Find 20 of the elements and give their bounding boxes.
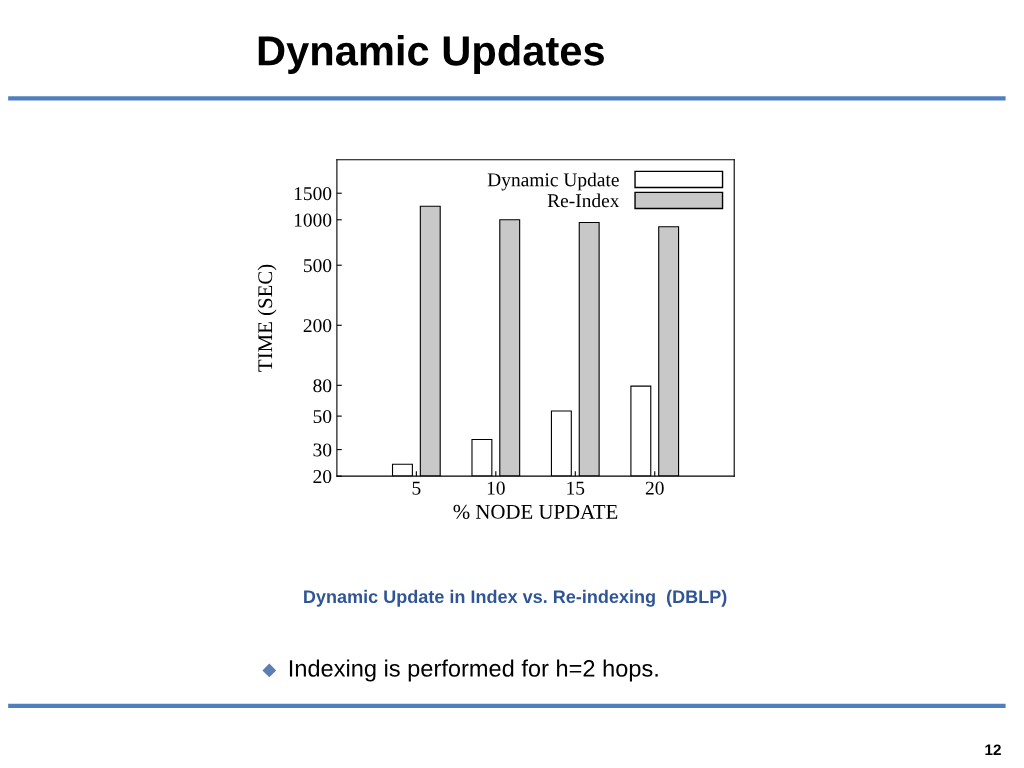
text: 12 xyxy=(985,744,1001,756)
y-tick-label: 200 xyxy=(303,319,332,333)
y-tick-label: 1500 xyxy=(294,187,332,201)
text: Dynamic Update in Index vs. Re-indexing (DBLP) xyxy=(304,589,727,607)
x-tick-label: 20 xyxy=(645,481,664,495)
y-axis-title: TIME (SEC) xyxy=(257,264,277,372)
legend-label: Re-Index xyxy=(547,193,620,208)
y-tick-label: 30 xyxy=(313,443,332,457)
x-tick-label: 10 xyxy=(487,481,505,495)
x-axis-title: % NODE UPDATE xyxy=(453,504,618,519)
y-tick-label: 50 xyxy=(313,409,332,424)
y-tick-label: 500 xyxy=(304,259,332,273)
y-tick-label: 20 xyxy=(313,469,332,484)
legend-label: Dynamic Update xyxy=(487,172,619,191)
x-tick-label: 15 xyxy=(567,481,585,495)
x-tick-label: 5 xyxy=(412,481,421,495)
y-tick-label: 1000 xyxy=(294,213,332,227)
y-tick-label: 80 xyxy=(313,379,332,393)
text: Indexing is performed for h=2 hops. xyxy=(289,659,658,682)
chart-title: Dynamic Updates xyxy=(258,35,604,74)
